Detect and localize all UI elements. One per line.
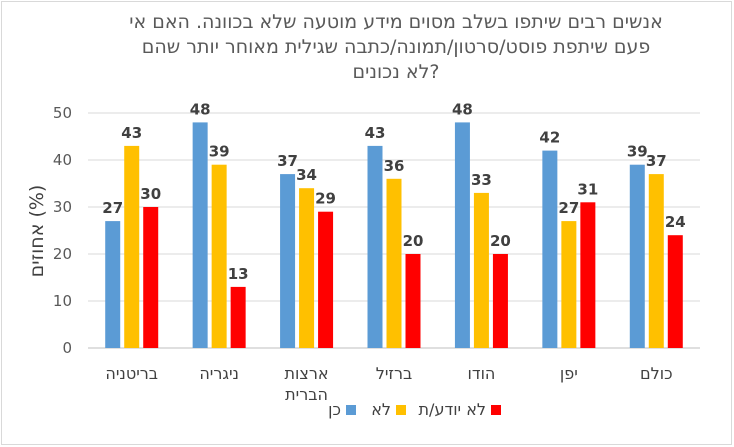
data-label: 24 — [665, 213, 686, 231]
category-labels: בריטניה ניגריה ארצות הברית ברזיל הודו יפן כולם — [105, 364, 672, 404]
data-label: 31 — [577, 180, 598, 198]
data-label: 42 — [539, 129, 560, 147]
data-labels: 2743304839133734294336204833204227313937… — [102, 100, 686, 283]
data-label: 39 — [209, 143, 230, 161]
gridlines — [88, 112, 700, 349]
legend-swatch — [346, 405, 356, 415]
chart-title-line-3: לא נכונים? — [353, 61, 440, 83]
data-label: 13 — [228, 265, 249, 283]
y-tick-label: 50 — [53, 104, 72, 122]
category-label: ברזיל — [376, 364, 413, 383]
bar — [386, 178, 402, 348]
chart-title-line-2: פעם שיתפת פוסט/סרטון/תמונה/כתבה שגילית מ… — [142, 36, 650, 58]
legend-label: לא יודע/ת — [419, 400, 486, 419]
legend-label: לא — [371, 400, 391, 419]
bar — [542, 150, 558, 348]
data-label: 36 — [384, 157, 405, 175]
category-label: כולם — [640, 364, 673, 383]
data-label: 43 — [121, 124, 142, 142]
bar — [561, 221, 577, 348]
bar — [143, 207, 159, 348]
category-label: ניגריה — [199, 364, 239, 383]
data-label: 39 — [627, 143, 648, 161]
category-label: הברית — [285, 385, 328, 404]
bars — [105, 122, 683, 349]
bar — [629, 164, 645, 348]
data-label: 27 — [558, 199, 579, 217]
chart-title: אנשים רבים שיתפו בשלב מסוים מידע מוטעה ש… — [129, 11, 663, 83]
legend-label: כן — [328, 400, 341, 419]
bar — [105, 221, 121, 348]
bar — [192, 122, 208, 349]
category-label: ארצות — [285, 364, 329, 383]
y-tick-label: 20 — [53, 245, 72, 263]
bar — [299, 188, 315, 348]
bar — [405, 254, 421, 348]
data-label: 33 — [471, 171, 492, 189]
bar — [367, 145, 383, 348]
data-label: 48 — [190, 100, 211, 118]
y-tick-label: 30 — [53, 198, 72, 216]
data-label: 30 — [140, 185, 161, 203]
data-label: 43 — [365, 124, 386, 142]
bar — [124, 145, 140, 348]
data-label: 27 — [102, 199, 123, 217]
legend-swatch — [396, 405, 406, 415]
bar — [473, 192, 489, 348]
data-label: 48 — [452, 100, 473, 118]
data-label: 29 — [315, 190, 336, 208]
y-tick-labels: 0 10 20 30 40 50 — [53, 104, 72, 357]
bar — [454, 122, 470, 349]
data-label: 37 — [277, 152, 298, 170]
bar — [667, 235, 683, 348]
data-label: 20 — [403, 232, 424, 250]
category-label: יפן — [560, 364, 578, 383]
bar — [280, 174, 296, 348]
chart-title-line-1: אנשים רבים שיתפו בשלב מסוים מידע מוטעה ש… — [129, 11, 663, 33]
y-tick-label: 40 — [53, 151, 72, 169]
y-tick-label: 10 — [53, 292, 72, 310]
y-axis-label: אחוזים (%) — [26, 185, 48, 278]
bar — [211, 164, 227, 348]
bar — [580, 202, 596, 348]
category-label: הודו — [467, 364, 495, 383]
data-label: 20 — [490, 232, 511, 250]
bar — [318, 211, 334, 348]
legend: כן לא לא יודע/ת — [328, 400, 501, 419]
y-tick-label: 0 — [62, 339, 72, 357]
data-label: 37 — [646, 152, 667, 170]
category-label: בריטניה — [105, 364, 158, 383]
legend-swatch — [491, 405, 501, 415]
bar — [648, 174, 664, 348]
bar — [230, 286, 246, 348]
bar — [492, 254, 508, 348]
data-label: 34 — [296, 166, 317, 184]
